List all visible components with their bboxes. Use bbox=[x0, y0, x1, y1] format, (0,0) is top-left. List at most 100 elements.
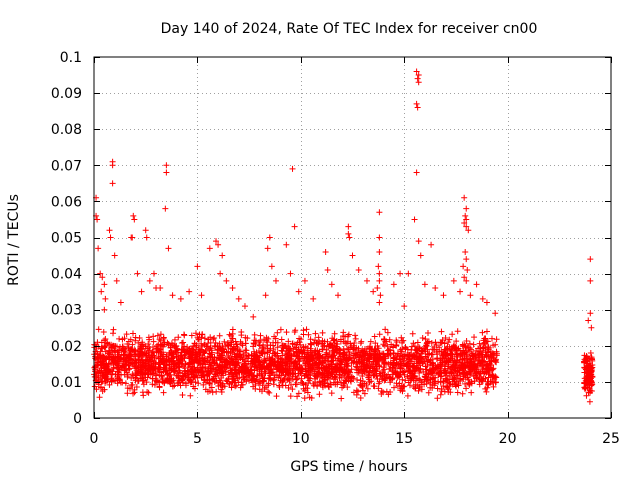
data-point bbox=[101, 306, 108, 313]
dense-band-point bbox=[280, 358, 287, 365]
dense-band-point bbox=[418, 348, 425, 355]
dense-band-point bbox=[326, 362, 333, 369]
dense-band-point bbox=[95, 326, 102, 333]
dense-band-point bbox=[206, 350, 213, 357]
dense-band-point bbox=[581, 369, 588, 376]
dense-band-point bbox=[457, 376, 464, 383]
dense-band-point bbox=[157, 355, 164, 362]
dense-band-point bbox=[380, 389, 387, 396]
dense-band-point bbox=[158, 369, 165, 376]
data-point bbox=[492, 310, 499, 317]
dense-band-point bbox=[225, 375, 232, 382]
dense-band-point bbox=[243, 347, 250, 354]
y-axis-label: ROTI / TECUs bbox=[6, 194, 22, 286]
dense-band-point bbox=[468, 366, 475, 373]
data-point bbox=[405, 270, 412, 277]
dense-band-point bbox=[122, 347, 129, 354]
dense-band-point bbox=[299, 350, 306, 357]
dense-band-point bbox=[314, 374, 321, 381]
dense-band-point bbox=[180, 339, 187, 346]
dense-band-point bbox=[449, 366, 456, 373]
dense-band-point bbox=[437, 339, 444, 346]
dense-band-point bbox=[259, 388, 266, 395]
dense-band-point bbox=[303, 361, 310, 368]
dense-band-point bbox=[386, 336, 393, 343]
dense-band-point bbox=[428, 351, 435, 358]
dense-band-point bbox=[138, 357, 145, 364]
dense-band-point bbox=[273, 371, 280, 378]
dense-band-point bbox=[388, 341, 395, 348]
dense-band-point bbox=[377, 354, 384, 361]
dense-band-point bbox=[230, 359, 237, 366]
dense-band-point bbox=[410, 352, 417, 359]
data-point bbox=[264, 245, 271, 252]
dense-band-point bbox=[480, 345, 487, 352]
dense-band-point bbox=[158, 373, 165, 380]
dense-band-point bbox=[437, 379, 444, 386]
dense-band-point bbox=[100, 353, 107, 360]
dense-band-point bbox=[346, 349, 353, 356]
data-point bbox=[95, 245, 102, 252]
dense-band-point bbox=[150, 333, 157, 340]
dense-band-point bbox=[204, 357, 211, 364]
data-point bbox=[473, 281, 480, 288]
dense-band-point bbox=[287, 381, 294, 388]
dense-band-point bbox=[442, 346, 449, 353]
dense-band-point bbox=[338, 361, 345, 368]
dense-band-point bbox=[382, 354, 389, 360]
dense-band-point bbox=[301, 395, 308, 402]
dense-band-point bbox=[235, 367, 242, 374]
y-tick-label: 0.08 bbox=[51, 122, 82, 138]
dense-band-point bbox=[444, 384, 451, 391]
dense-band-point bbox=[380, 358, 387, 365]
data-point bbox=[250, 313, 257, 320]
dense-band-point bbox=[485, 381, 492, 388]
x-tick-label: 10 bbox=[292, 431, 310, 447]
data-point bbox=[417, 252, 424, 259]
dense-band-point bbox=[377, 372, 384, 379]
dense-band-point bbox=[442, 367, 449, 374]
dense-band-point bbox=[186, 360, 193, 367]
dense-band-point bbox=[468, 389, 475, 396]
data-point bbox=[101, 281, 108, 288]
data-point bbox=[138, 288, 145, 295]
dense-band-point bbox=[442, 352, 449, 359]
dense-band-point bbox=[374, 342, 381, 349]
data-point bbox=[194, 263, 201, 270]
dense-band-point bbox=[488, 335, 495, 342]
data-point bbox=[483, 299, 490, 306]
dense-band-point bbox=[139, 341, 146, 348]
dense-band-point bbox=[216, 332, 223, 339]
dense-band-point bbox=[193, 342, 200, 349]
dense-band-point bbox=[359, 361, 366, 368]
dense-band-point bbox=[333, 369, 340, 376]
dense-band-point bbox=[208, 368, 215, 375]
dense-band-point bbox=[333, 360, 340, 367]
dense-band-point bbox=[438, 373, 445, 380]
dense-band-point bbox=[349, 346, 356, 353]
dense-band-point bbox=[409, 330, 416, 337]
dense-band-point bbox=[406, 382, 413, 389]
data-point bbox=[363, 277, 370, 284]
dense-band-point bbox=[176, 369, 183, 376]
dense-band-point bbox=[462, 349, 469, 356]
dense-band-point bbox=[126, 385, 133, 392]
dense-band-point bbox=[225, 343, 232, 350]
dense-band-point bbox=[488, 355, 495, 362]
dense-band-point bbox=[381, 377, 388, 384]
dense-band-point bbox=[279, 378, 286, 385]
dense-band-point bbox=[174, 345, 181, 352]
dense-band-point bbox=[487, 378, 494, 385]
dense-band-point bbox=[473, 369, 480, 376]
data-point bbox=[335, 292, 342, 299]
dense-band-point bbox=[206, 380, 213, 387]
dense-band-point bbox=[181, 343, 188, 350]
data-point bbox=[460, 263, 467, 270]
data-point bbox=[186, 288, 193, 295]
dense-band-point bbox=[198, 364, 205, 371]
dense-band-point bbox=[256, 342, 263, 349]
dense-band-point bbox=[419, 334, 426, 341]
dense-band-point bbox=[114, 354, 121, 361]
dense-band-point bbox=[165, 341, 172, 348]
dense-band-point bbox=[385, 352, 392, 359]
